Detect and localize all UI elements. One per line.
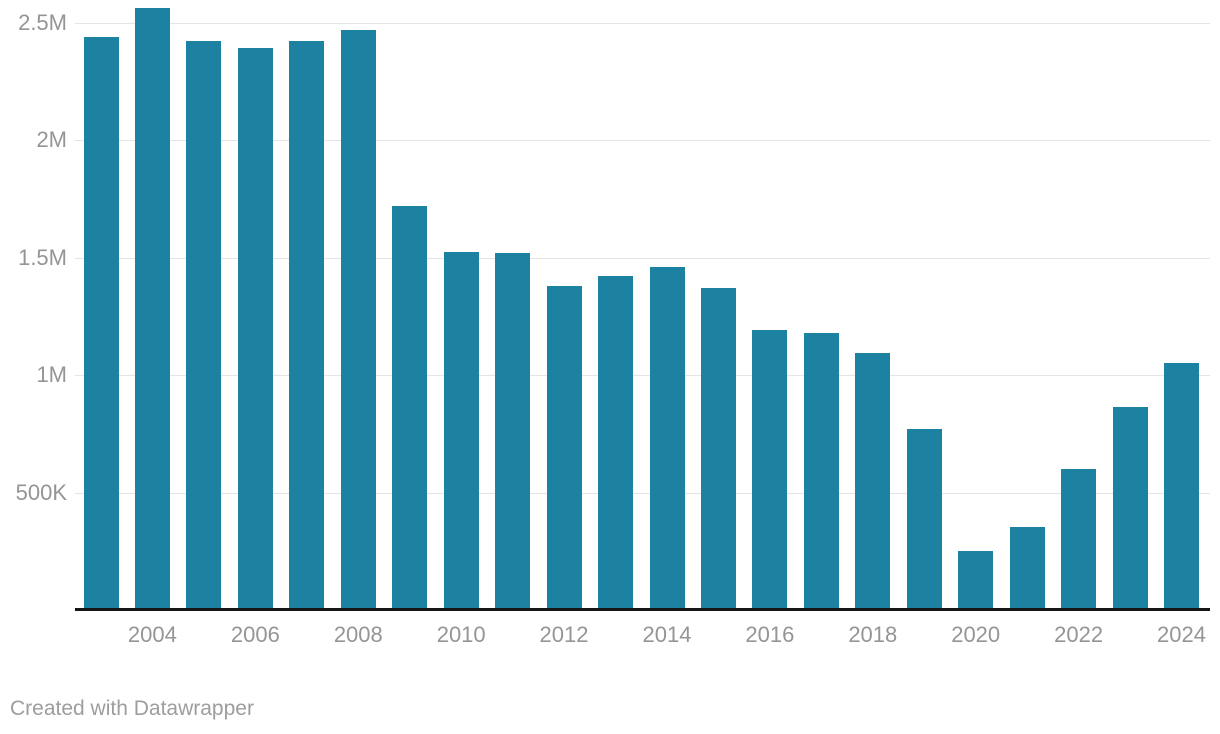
y-axis-tick-label: 2.5M: [18, 10, 67, 35]
bar-2024: [1164, 363, 1199, 611]
x-axis-tick-label: 2012: [539, 622, 589, 647]
y-axis-tick-label: 1.5M: [18, 245, 67, 270]
bar-2011: [495, 252, 531, 610]
bar-2004: [134, 8, 170, 610]
x-axis-tick-label: 2006: [230, 622, 280, 647]
bar-2010: [443, 251, 479, 610]
bar-2014: [649, 266, 685, 610]
bar-2003: [83, 36, 119, 610]
x-axis-tick-label: 2004: [127, 622, 177, 647]
gridline: [75, 140, 1210, 141]
bar-2023: [1112, 406, 1148, 610]
x-axis-tick-label: 2022: [1054, 622, 1104, 647]
gridline: [75, 258, 1210, 259]
bar-2019: [906, 429, 942, 610]
x-axis-tick-label: 2020: [951, 622, 1001, 647]
bar-2017: [803, 332, 839, 610]
bar-2008: [340, 29, 376, 610]
y-axis-tick-label: 500K: [15, 480, 67, 505]
bar-2006: [237, 48, 273, 610]
y-axis-tick-label: 1M: [36, 362, 67, 387]
bar-2020: [958, 551, 994, 611]
bar-2007: [289, 41, 325, 610]
gridline: [75, 493, 1210, 494]
bar-2015: [700, 288, 736, 610]
x-axis-tick-label: 2024: [1157, 622, 1206, 647]
bar-2021: [1009, 526, 1045, 610]
x-axis-tick-label: 2016: [745, 622, 795, 647]
x-axis-line: [75, 608, 1210, 611]
x-axis-tick-label: 2008: [333, 622, 383, 647]
bar-2005: [186, 41, 222, 610]
bar-2013: [598, 276, 633, 610]
bar-2022: [1061, 469, 1097, 610]
datawrapper-attribution: Created with Datawrapper: [10, 697, 254, 720]
bar-2009: [392, 205, 428, 610]
bar-2012: [546, 285, 582, 610]
gridline: [75, 375, 1210, 376]
gridline: [75, 23, 1210, 24]
y-axis-tick-label: 2M: [36, 127, 67, 152]
bar-2018: [855, 352, 891, 610]
x-axis-tick-label: 2014: [642, 622, 692, 647]
x-axis-tick-label: 2018: [848, 622, 898, 647]
bar-2016: [752, 330, 788, 610]
x-axis-tick-label: 2010: [436, 622, 486, 647]
